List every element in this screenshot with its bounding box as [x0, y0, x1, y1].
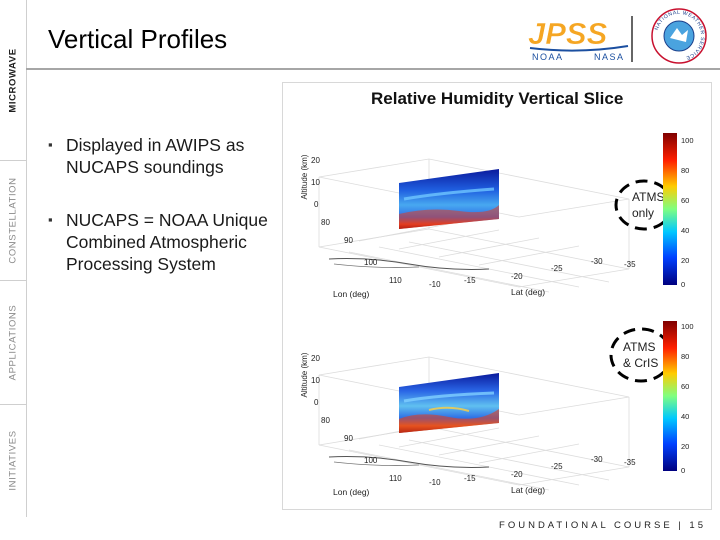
annotation-line: ATMS: [623, 340, 655, 354]
alt-tick: 20: [311, 354, 320, 363]
lon-tick: 110: [389, 474, 402, 483]
bullet-item: ▪ Displayed in AWIPS as NUCAPS soundings: [48, 134, 284, 178]
lat-tick: -35: [624, 458, 636, 467]
page-title: Vertical Profiles: [48, 24, 228, 54]
colorbar-tick: 20: [681, 442, 689, 451]
colorbar-tick: 20: [681, 256, 689, 265]
y-axis-label: Altitude (km): [300, 352, 309, 397]
colorbar: [663, 133, 677, 285]
colorbar-tick: 40: [681, 226, 689, 235]
lon-tick: 90: [344, 434, 353, 443]
bullet-text: NUCAPS = NOAA Unique Combined Atmospheri…: [66, 210, 268, 274]
lon-tick: 110: [389, 276, 402, 285]
lat-tick: -30: [591, 455, 603, 464]
colorbar-tick: 100: [681, 136, 694, 145]
jpss-logo-noaa: NOAA: [532, 52, 564, 62]
lat-tick: -10: [429, 280, 441, 289]
sidebar-tab-label: CONSTELLATION: [7, 176, 19, 264]
colorbar-tick: 100: [681, 322, 694, 331]
colorbar-tick: 0: [681, 280, 685, 289]
alt-tick: 10: [311, 178, 320, 187]
lat-tick: -20: [511, 272, 523, 281]
bullet-marker: ▪: [48, 212, 53, 227]
jpss-logo-nasa: NASA: [594, 52, 625, 62]
lon-tick: 80: [321, 218, 330, 227]
annotation-line: only: [632, 206, 654, 220]
alt-tick: 0: [314, 398, 319, 407]
alt-tick: 20: [311, 156, 320, 165]
colorbar: [663, 321, 677, 471]
lat-tick: -15: [464, 276, 476, 285]
y-axis-label: Altitude (km): [300, 154, 309, 199]
jpss-logo: JPSS NOAA NASA: [528, 16, 633, 62]
sidebar-tab-label: APPLICATIONS: [7, 304, 19, 380]
sidebar-tab-label: INITIATIVES: [7, 429, 19, 491]
panel-atms-cris: Altitude (km) 20 10 0 80 90 100 110 Lon …: [300, 321, 694, 497]
jpss-logo-text: JPSS: [528, 16, 608, 51]
sidebar: MICROWAVE CONSTELLATION APPLICATIONS INI…: [0, 0, 27, 517]
bullet-list: ▪ Displayed in AWIPS as NUCAPS soundings…: [48, 134, 284, 306]
lat-tick: -25: [551, 462, 563, 471]
lon-tick: 90: [344, 236, 353, 245]
sidebar-tab-initiatives[interactable]: INITIATIVES: [0, 404, 26, 516]
lon-tick: 80: [321, 416, 330, 425]
sidebar-tab-constellation[interactable]: CONSTELLATION: [0, 160, 26, 281]
sidebar-tab-label: MICROWAVE: [7, 47, 19, 113]
rh-vertical-slice-figure: Relative Humidity Vertical Slice: [282, 82, 712, 510]
footer-text: FOUNDATIONAL COURSE | 15: [499, 520, 706, 531]
colorbar-tick: 60: [681, 196, 689, 205]
lat-tick: -30: [591, 257, 603, 266]
nws-logo: NATIONAL WEATHER SERVICE: [651, 8, 707, 64]
z-axis-label: Lat (deg): [511, 287, 545, 297]
lat-tick: -35: [624, 260, 636, 269]
alt-tick: 0: [314, 200, 319, 209]
sidebar-tab-microwave[interactable]: MICROWAVE: [0, 0, 26, 161]
lat-tick: -20: [511, 470, 523, 479]
bullet-marker: ▪: [48, 137, 53, 152]
x-axis-label: Lon (deg): [333, 289, 370, 299]
colorbar-tick: 80: [681, 352, 689, 361]
x-axis-label: Lon (deg): [333, 487, 370, 497]
lat-tick: -25: [551, 264, 563, 273]
lat-tick: -10: [429, 478, 441, 487]
atms-cris-highlight: [609, 327, 673, 383]
bullet-text: Displayed in AWIPS as NUCAPS soundings: [66, 135, 245, 177]
colorbar-tick: 40: [681, 412, 689, 421]
lon-tick: 100: [364, 258, 378, 267]
figure-title: Relative Humidity Vertical Slice: [371, 89, 624, 108]
annotation-line: & CrIS: [623, 356, 658, 370]
bullet-item: ▪ NUCAPS = NOAA Unique Combined Atmosphe…: [48, 209, 284, 275]
header-divider: [26, 68, 720, 70]
colorbar-tick: 0: [681, 466, 685, 475]
colorbar-tick: 80: [681, 166, 689, 175]
sidebar-tab-applications[interactable]: APPLICATIONS: [0, 280, 26, 405]
annotation-line: ATMS: [632, 190, 664, 204]
lat-tick: -15: [464, 474, 476, 483]
colorbar-tick: 60: [681, 382, 689, 391]
alt-tick: 10: [311, 376, 320, 385]
z-axis-label: Lat (deg): [511, 485, 545, 495]
panel-atms-only: Altitude (km) 20 10 0 80 90 100 110 Lon …: [300, 133, 694, 299]
lon-tick: 100: [364, 456, 378, 465]
